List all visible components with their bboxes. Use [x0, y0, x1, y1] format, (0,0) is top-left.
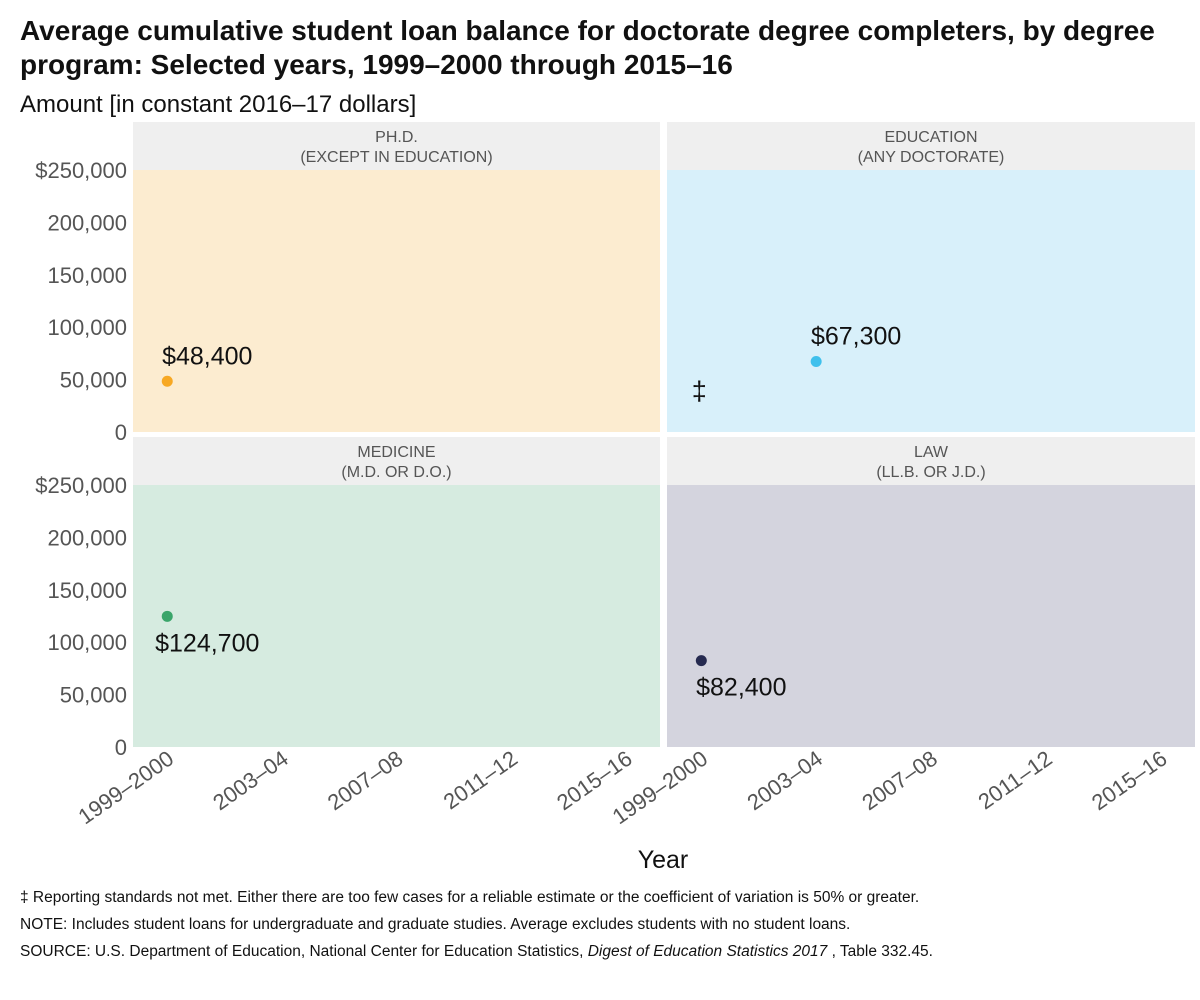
panel-strip-sublabel: (ANY DOCTORATE) [858, 149, 1005, 166]
footnote-note: NOTE: Includes student loans for undergr… [20, 916, 851, 933]
x-tick-label: 2007–08 [323, 746, 408, 816]
y-tick-label: 200,000 [47, 210, 127, 235]
faceted-scatter-chart: PH.D. (EXCEPT IN EDUCATION) $48,400 EDUCATI… [35, 122, 1195, 874]
footnote-reporting-standards: ‡ Reporting standards not met. Either th… [20, 889, 920, 906]
data-point [161, 375, 173, 387]
data-point [810, 355, 822, 367]
x-tick-label: 2003–04 [743, 746, 828, 816]
y-tick-label: 50,000 [60, 683, 127, 708]
y-tick-label: 0 [115, 735, 127, 760]
chart-subtitle: Amount [in constant 2016–17 dollars] [20, 91, 417, 118]
x-tick-label: 2011–12 [439, 746, 522, 815]
panel-background [667, 170, 1195, 432]
panel-strip [133, 122, 660, 170]
panel-strip [667, 437, 1195, 485]
x-tick-label: 2003–04 [208, 746, 293, 816]
x-tick-label: 2015–16 [1087, 746, 1172, 816]
panel-strip-label: PH.D. [375, 129, 418, 146]
panel-background [667, 485, 1195, 747]
chart-title: Average cumulative student loan balance … [20, 15, 1155, 80]
source-title: Digest of Education Statistics 2017 [587, 943, 828, 960]
panel-strip-sublabel: (LL.B. OR J.D.) [876, 464, 985, 481]
x-tick-label: 2011–12 [974, 746, 1057, 815]
panel-strip-label: EDUCATION [884, 129, 977, 146]
panel-strip-label: LAW [914, 444, 949, 461]
x-axis-title: Year [638, 846, 689, 874]
suppressed-marker: ‡ [692, 376, 707, 406]
footnotes: ‡ Reporting standards not met. Either th… [20, 884, 1195, 965]
y-tick-label: $250,000 [35, 473, 127, 498]
source-suffix: , Table 332.45. [831, 943, 933, 960]
panel-strip-label: MEDICINE [357, 444, 435, 461]
panel-strip [667, 122, 1195, 170]
y-tick-label: $250,000 [35, 158, 127, 183]
data-label: $82,400 [696, 674, 786, 702]
panel-strip-sublabel: (M.D. OR D.O.) [341, 464, 451, 481]
y-tick-label: 150,000 [47, 578, 127, 603]
y-tick-label: 0 [115, 420, 127, 445]
data-point [161, 610, 173, 622]
x-tick-label: 2007–08 [857, 746, 942, 816]
panel-background [133, 170, 660, 432]
y-tick-label: 100,000 [47, 630, 127, 655]
y-tick-label: 150,000 [47, 263, 127, 288]
footnote-source: SOURCE: U.S. Department of Education, Na… [20, 938, 1195, 965]
source-prefix: SOURCE: U.S. Department of Education, Na… [20, 943, 588, 960]
y-tick-label: 100,000 [47, 315, 127, 340]
panel-strip [133, 437, 660, 485]
data-label: $124,700 [155, 629, 259, 657]
data-label: $67,300 [811, 322, 901, 350]
y-tick-label: 50,000 [60, 368, 127, 393]
panel-strip-sublabel: (EXCEPT IN EDUCATION) [300, 149, 492, 166]
data-point [695, 655, 707, 667]
y-tick-label: 200,000 [47, 525, 127, 550]
data-label: $48,400 [162, 342, 252, 370]
panel-background [133, 485, 660, 747]
